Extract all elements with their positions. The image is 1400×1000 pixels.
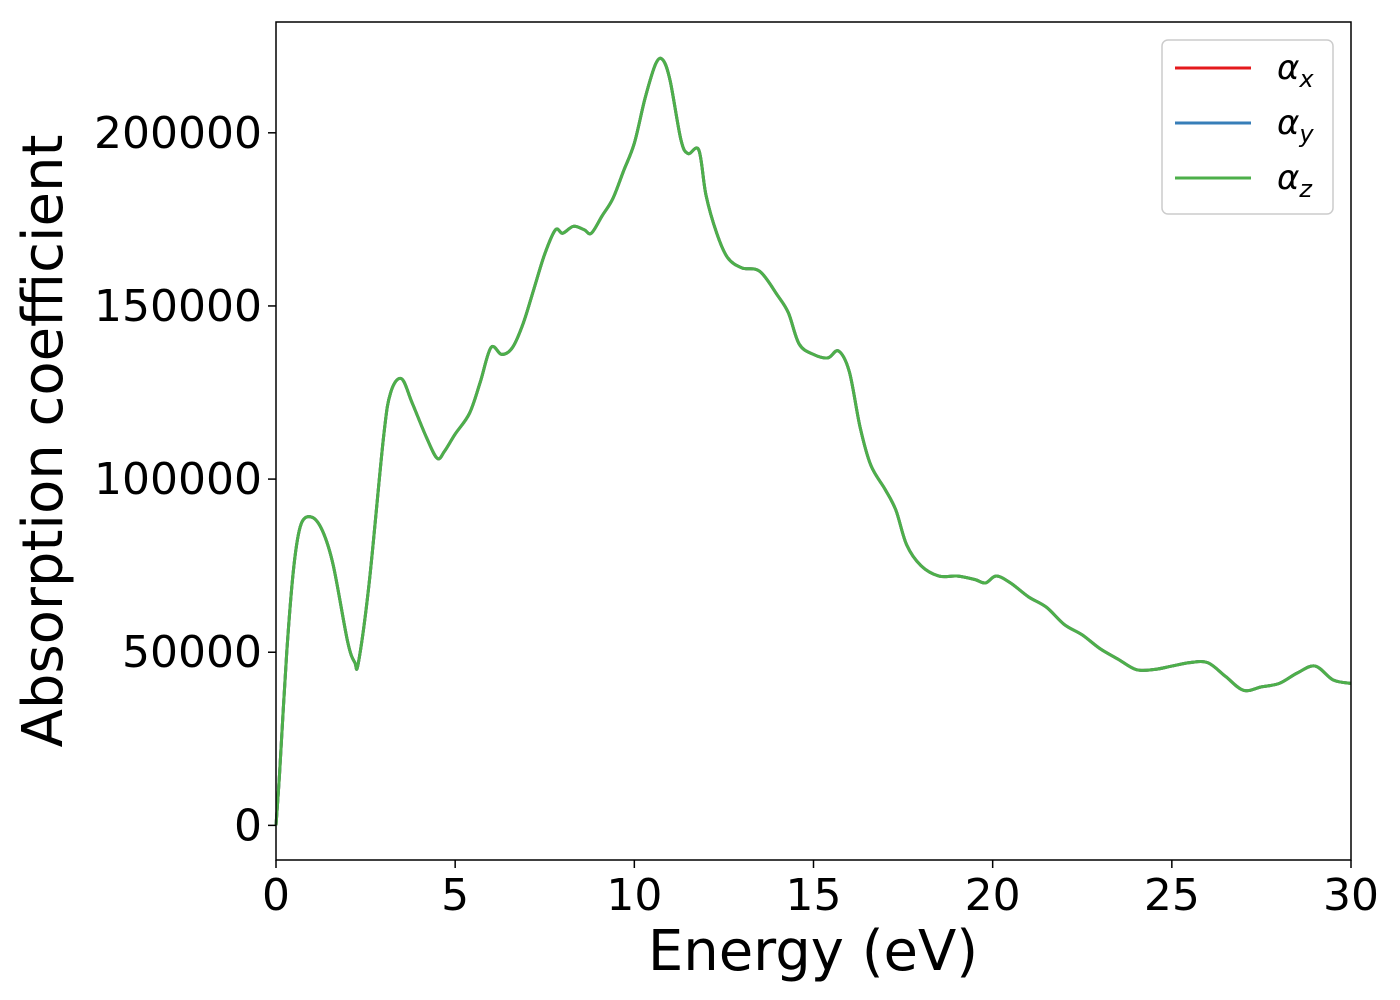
x-axis: 0 5 10 15 20 25 30 [262,860,1379,921]
legend-box [1161,39,1334,215]
x-axis-title: Energy (eV) [648,919,978,984]
x-tick-label: 0 [262,870,290,921]
x-tick-label: 5 [441,870,469,921]
y-axis: 0 50000 100000 150000 200000 [94,108,276,851]
x-tick-label: 10 [606,870,662,921]
legend-item-alpha-x: αx [1175,48,1314,93]
x-tick-label: 20 [965,870,1021,921]
y-tick-label: 0 [234,800,262,851]
y-tick-label: 100000 [94,454,262,505]
series-line-alpha-z [274,56,1352,826]
y-axis-title: Absorption coefficient [11,135,76,748]
series-layer [274,56,1352,826]
x-tick-label: 30 [1323,870,1379,921]
y-tick-label: 200000 [94,108,262,159]
x-tick-label: 25 [1144,870,1200,921]
y-tick-label: 50000 [122,627,262,678]
x-tick-label: 15 [786,870,842,921]
y-tick-label: 150000 [94,281,262,332]
